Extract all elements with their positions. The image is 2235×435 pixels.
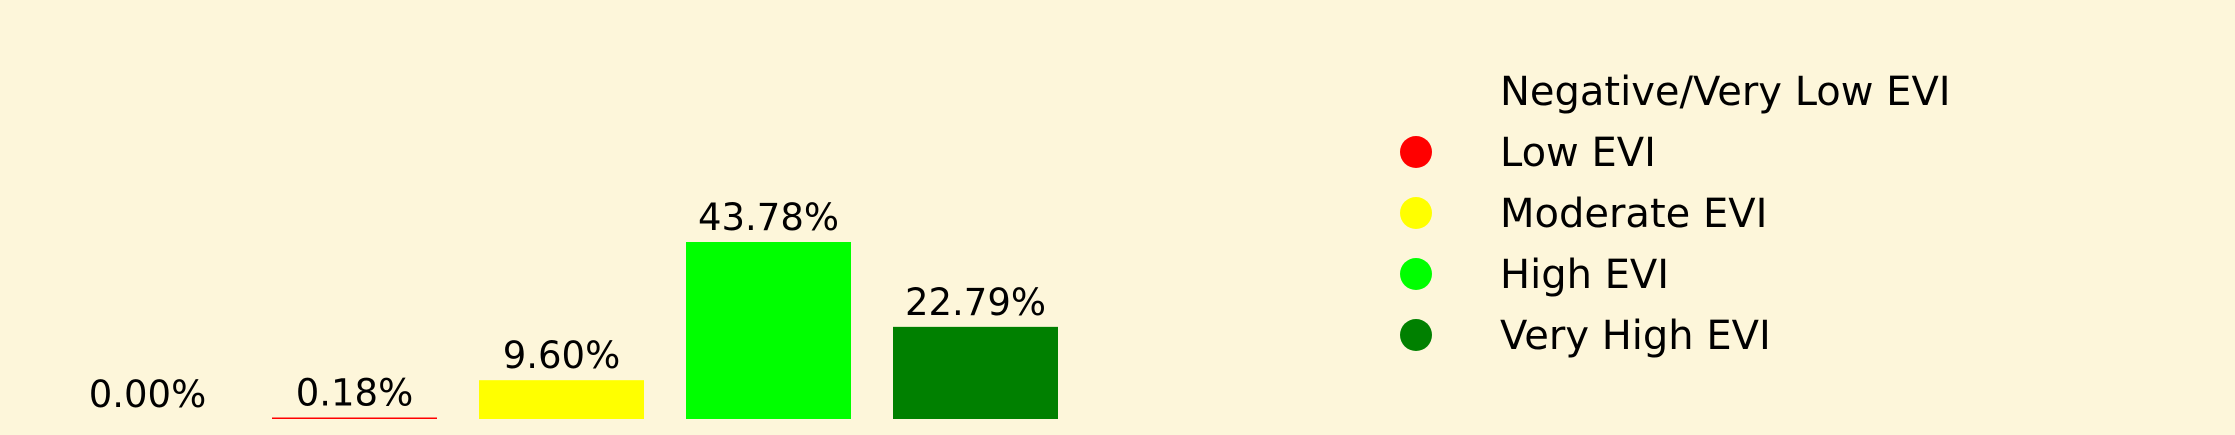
chart-legend: Negative/Very Low EVI Low EVI Moderate E… (1400, 62, 1951, 367)
bar-high-evi (686, 242, 851, 419)
legend-label-high-evi: High EVI (1500, 252, 1670, 298)
data-label-moderate-evi: 9.60% (503, 334, 621, 377)
data-label-very-high-evi: 22.79% (905, 281, 1046, 324)
legend-label-low-evi: Low EVI (1500, 130, 1656, 176)
data-label-high-evi: 43.78% (698, 196, 839, 239)
bar-low-evi (272, 417, 437, 419)
legend-marker-moderate-evi (1400, 196, 1432, 229)
legend-marker-high-evi (1400, 257, 1432, 290)
legend-item-moderate-evi: Moderate EVI (1400, 184, 1951, 245)
legend-label-negative-very-low-evi: Negative/Very Low EVI (1500, 69, 1951, 115)
data-label-negative-very-low-evi: 0.00% (89, 373, 207, 416)
bar-very-high-evi (893, 326, 1058, 419)
legend-marker-negative-very-low-evi (1400, 74, 1432, 107)
legend-item-low-evi: Low EVI (1400, 123, 1951, 184)
legend-label-very-high-evi: Very High EVI (1500, 313, 1771, 359)
legend-marker-low-evi (1400, 135, 1432, 168)
bar-moderate-evi (479, 380, 644, 419)
legend-item-very-high-evi: Very High EVI (1400, 306, 1951, 367)
legend-item-high-evi: High EVI (1400, 245, 1951, 306)
legend-label-moderate-evi: Moderate EVI (1500, 191, 1768, 237)
data-label-low-evi: 0.18% (296, 372, 414, 415)
legend-item-negative-very-low-evi: Negative/Very Low EVI (1400, 62, 1951, 123)
evi-bar-chart: 0.00% 0.18% 9.60% 43.78% 22.79% (89, 196, 1058, 419)
legend-marker-very-high-evi (1400, 318, 1432, 351)
